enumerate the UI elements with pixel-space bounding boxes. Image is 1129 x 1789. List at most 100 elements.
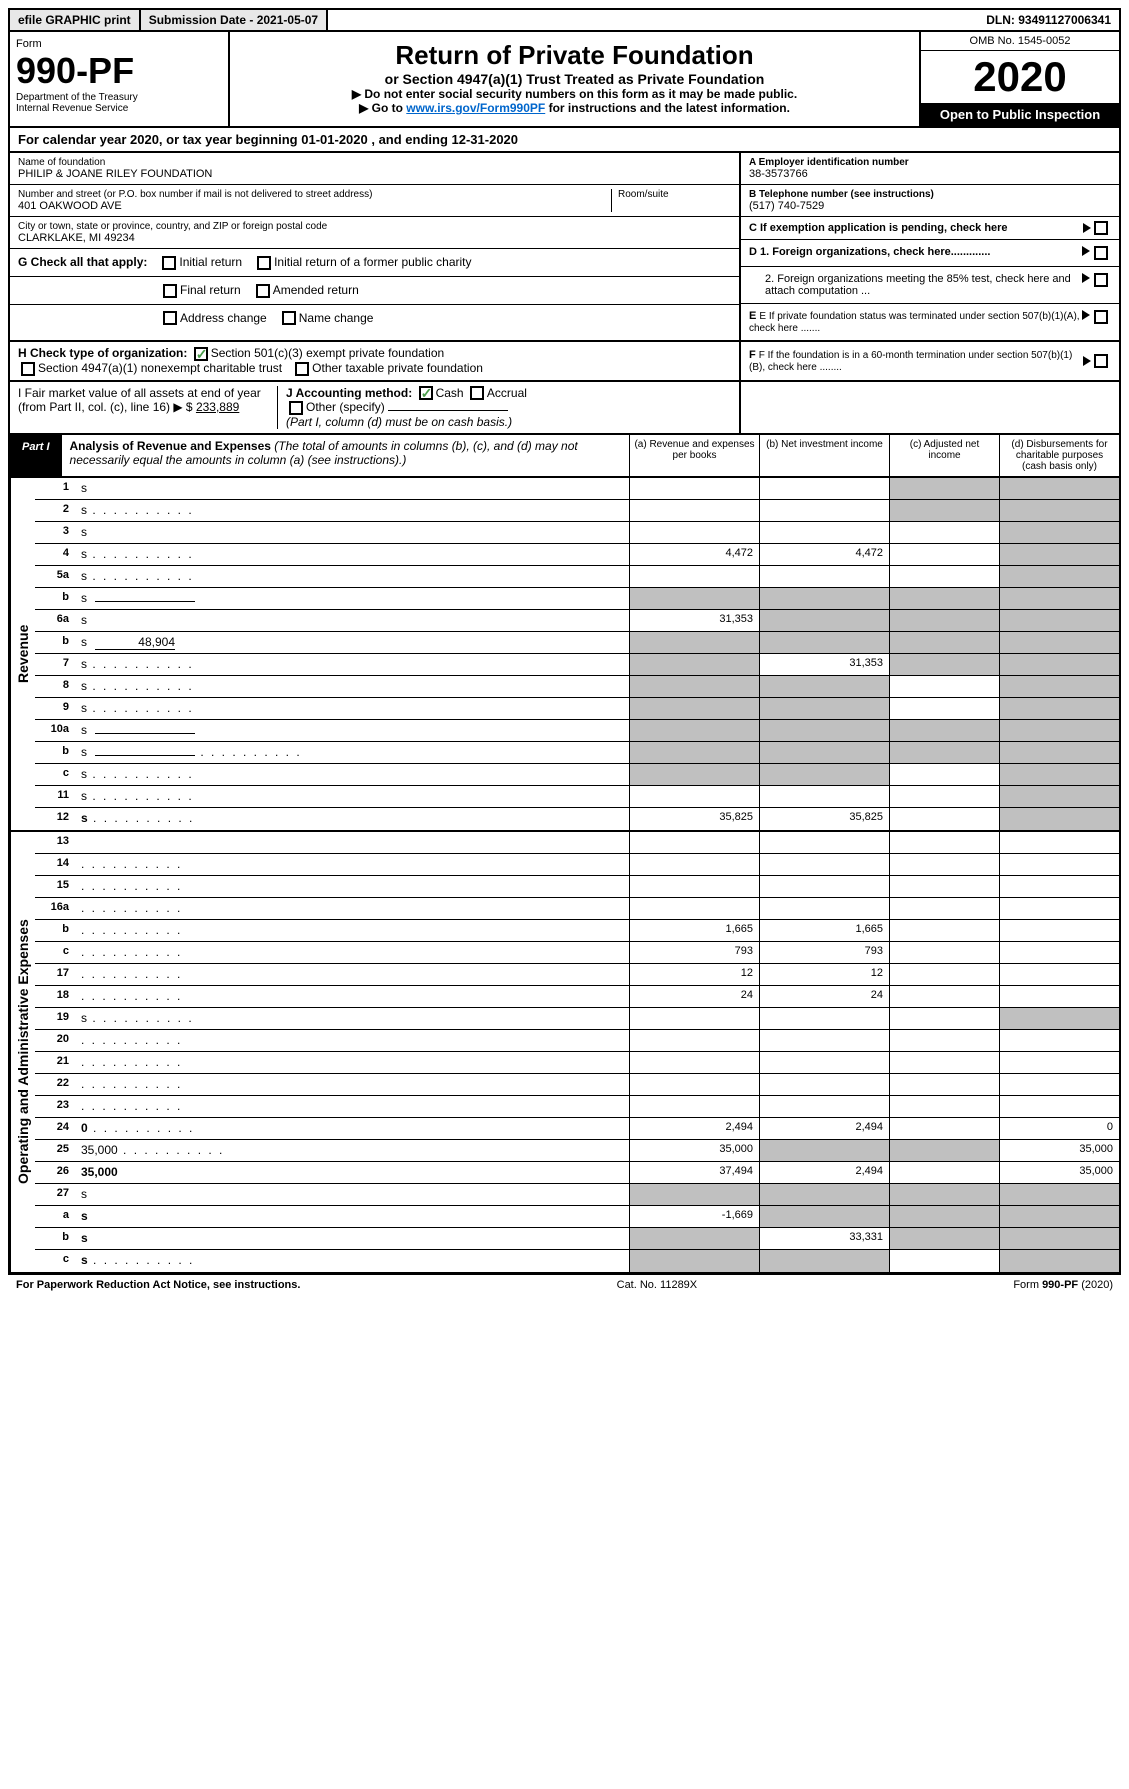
- cell-a: 793: [629, 942, 759, 963]
- omb-number: OMB No. 1545-0052: [921, 32, 1119, 51]
- cell-d: [999, 898, 1119, 919]
- cell-a: [629, 566, 759, 587]
- row-desc: 35,000: [75, 1162, 629, 1183]
- sec501-checkbox[interactable]: [194, 347, 208, 361]
- city-value: CLARKLAKE, MI 49234: [18, 232, 731, 244]
- addr-change-checkbox[interactable]: [163, 311, 177, 325]
- table-row: 11s: [35, 786, 1119, 808]
- calyear-end: 12-31-2020: [452, 132, 519, 147]
- paperwork-notice: For Paperwork Reduction Act Notice, see …: [16, 1279, 300, 1291]
- table-row: cs: [35, 1250, 1119, 1272]
- tax-year: 2020: [921, 51, 1119, 103]
- cell-c: [889, 478, 999, 499]
- name-change-checkbox[interactable]: [282, 311, 296, 325]
- row-desc: s: [75, 610, 629, 631]
- form-title: Return of Private Foundation: [238, 40, 911, 71]
- cell-c: [889, 920, 999, 941]
- open-inspection: Open to Public Inspection: [921, 103, 1119, 126]
- cell-a: -1,669: [629, 1206, 759, 1227]
- row-number: 16a: [35, 898, 75, 919]
- row-desc: s: [75, 698, 629, 719]
- instr-goto: ▶ Go to www.irs.gov/Form990PF for instru…: [238, 101, 911, 115]
- address-cell: Number and street (or P.O. box number if…: [10, 185, 739, 217]
- cell-d: [999, 876, 1119, 897]
- table-row: 7s31,353: [35, 654, 1119, 676]
- i-value: 233,889: [196, 400, 239, 414]
- cell-d: [999, 566, 1119, 587]
- expense-rows: 13141516ab1,6651,665c7937931712121824241…: [35, 832, 1119, 1272]
- row-number: b: [35, 588, 75, 609]
- dept-treasury: Department of the Treasury: [16, 92, 222, 103]
- cell-b: [759, 1206, 889, 1227]
- row-number: 22: [35, 1074, 75, 1095]
- cell-d: [999, 1184, 1119, 1205]
- table-row: 9s: [35, 698, 1119, 720]
- initial-return-checkbox[interactable]: [162, 256, 176, 270]
- cash-checkbox[interactable]: [419, 386, 433, 400]
- instr-pre: ▶ Go to: [359, 101, 406, 115]
- exempt-checkbox[interactable]: [1094, 221, 1108, 235]
- g-check-row3: Address change Name change: [10, 305, 739, 332]
- cell-c: [889, 522, 999, 543]
- cell-a: [629, 632, 759, 653]
- row-number: b: [35, 632, 75, 653]
- f-checkbox[interactable]: [1094, 354, 1108, 368]
- cat-number: Cat. No. 11289X: [617, 1279, 698, 1291]
- form-subtitle: or Section 4947(a)(1) Trust Treated as P…: [238, 71, 911, 87]
- d1-checkbox[interactable]: [1094, 246, 1108, 260]
- g-check-row: G Check all that apply: Initial return I…: [10, 249, 739, 277]
- row-desc: s: [75, 544, 629, 565]
- cell-c: [889, 986, 999, 1007]
- row-number: 26: [35, 1162, 75, 1183]
- cell-a: [629, 1074, 759, 1095]
- table-row: 2402,4942,4940: [35, 1118, 1119, 1140]
- cell-c: [889, 764, 999, 785]
- row-desc: [75, 832, 629, 853]
- cell-d: [999, 1074, 1119, 1095]
- cell-a: [629, 898, 759, 919]
- cell-c: [889, 1184, 999, 1205]
- e-checkbox[interactable]: [1094, 310, 1108, 324]
- irs-link[interactable]: www.irs.gov/Form990PF: [406, 101, 545, 115]
- expenses-table: Operating and Administrative Expenses 13…: [8, 832, 1121, 1274]
- initial-former-checkbox[interactable]: [257, 256, 271, 270]
- j-note: (Part I, column (d) must be on cash basi…: [286, 415, 512, 429]
- other-checkbox[interactable]: [289, 401, 303, 415]
- row-desc: [75, 876, 629, 897]
- row-desc: s: [75, 1250, 629, 1272]
- sec4947-checkbox[interactable]: [21, 362, 35, 376]
- cell-b: [759, 632, 889, 653]
- expenses-side-label: Operating and Administrative Expenses: [10, 832, 35, 1272]
- tel-value: (517) 740-7529: [749, 200, 1111, 212]
- cell-c: [889, 632, 999, 653]
- initial-return-label: Initial return: [179, 255, 242, 269]
- table-row: 2535,00035,00035,000: [35, 1140, 1119, 1162]
- accrual-checkbox[interactable]: [470, 386, 484, 400]
- amended-return-checkbox[interactable]: [256, 284, 270, 298]
- cell-c: [889, 942, 999, 963]
- table-row: 6as31,353: [35, 610, 1119, 632]
- d2-checkbox[interactable]: [1094, 273, 1108, 287]
- cell-a: [629, 522, 759, 543]
- cell-c: [889, 588, 999, 609]
- other-taxable-checkbox[interactable]: [295, 362, 309, 376]
- efile-button[interactable]: efile GRAPHIC print: [10, 10, 141, 30]
- cell-a: [629, 720, 759, 741]
- table-row: 1s: [35, 478, 1119, 500]
- h-left: H Check type of organization: Section 50…: [10, 342, 739, 380]
- final-return-checkbox[interactable]: [163, 284, 177, 298]
- d2-label: 2. Foreign organizations meeting the 85%…: [749, 273, 1082, 297]
- cell-b: 33,331: [759, 1228, 889, 1249]
- exempt-cell: C If exemption application is pending, c…: [741, 217, 1119, 240]
- f-label: F If the foundation is in a 60-month ter…: [749, 350, 1072, 373]
- cell-b: [759, 676, 889, 697]
- col-b-header: (b) Net investment income: [759, 435, 889, 476]
- cell-d: 35,000: [999, 1140, 1119, 1161]
- cell-b: [759, 764, 889, 785]
- row-number: 24: [35, 1118, 75, 1139]
- cell-c: [889, 1228, 999, 1249]
- cell-a: [629, 832, 759, 853]
- row-number: 4: [35, 544, 75, 565]
- table-row: as-1,669: [35, 1206, 1119, 1228]
- cell-b: [759, 500, 889, 521]
